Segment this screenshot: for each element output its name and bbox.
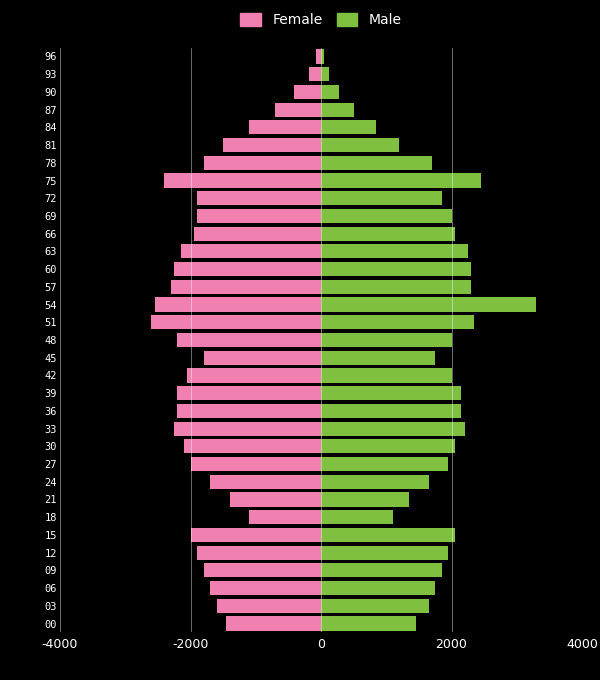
Bar [321, 244, 468, 258]
Bar [321, 85, 339, 99]
Bar [321, 528, 455, 542]
Bar [275, 103, 321, 117]
Bar [197, 545, 321, 560]
Bar [174, 422, 321, 436]
Bar [217, 598, 321, 613]
Bar [178, 404, 321, 418]
Bar [321, 510, 393, 524]
Bar [197, 191, 321, 205]
Bar [230, 492, 321, 507]
Bar [226, 617, 321, 630]
Bar [321, 333, 452, 347]
Bar [223, 138, 321, 152]
Bar [321, 439, 455, 454]
Bar [321, 297, 536, 311]
Bar [184, 439, 321, 454]
Bar [210, 581, 321, 595]
Bar [191, 457, 321, 471]
Bar [210, 475, 321, 489]
Bar [321, 156, 432, 170]
Bar [321, 316, 475, 329]
Bar [321, 103, 353, 117]
Bar [249, 120, 321, 135]
Bar [191, 528, 321, 542]
Legend: Female, Male: Female, Male [235, 7, 407, 33]
Bar [249, 510, 321, 524]
Bar [321, 279, 471, 294]
Bar [321, 492, 409, 507]
Bar [321, 422, 464, 436]
Bar [197, 209, 321, 223]
Bar [321, 617, 416, 630]
Bar [321, 173, 481, 188]
Bar [151, 316, 321, 329]
Bar [321, 351, 435, 364]
Bar [321, 262, 471, 276]
Bar [321, 475, 428, 489]
Bar [321, 386, 461, 401]
Bar [321, 457, 448, 471]
Bar [321, 120, 376, 135]
Bar [164, 173, 321, 188]
Bar [321, 563, 442, 577]
Bar [178, 333, 321, 347]
Bar [178, 386, 321, 401]
Bar [194, 226, 321, 241]
Bar [321, 138, 400, 152]
Bar [321, 209, 452, 223]
Bar [203, 351, 321, 364]
Bar [293, 85, 321, 99]
Bar [316, 50, 321, 63]
Bar [321, 67, 329, 82]
Bar [321, 404, 461, 418]
Bar [181, 244, 321, 258]
Bar [203, 563, 321, 577]
Bar [174, 262, 321, 276]
Bar [203, 156, 321, 170]
Bar [321, 369, 452, 383]
Bar [321, 50, 323, 63]
Bar [321, 598, 428, 613]
Bar [321, 545, 448, 560]
Bar [155, 297, 321, 311]
Bar [321, 191, 442, 205]
Bar [321, 581, 435, 595]
Bar [321, 226, 455, 241]
Bar [187, 369, 321, 383]
Bar [171, 279, 321, 294]
Bar [309, 67, 321, 82]
